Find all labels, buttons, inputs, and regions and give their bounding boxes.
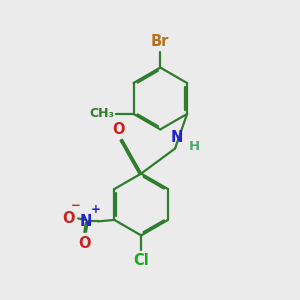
Text: Br: Br xyxy=(151,34,169,49)
Text: O: O xyxy=(112,122,125,137)
Text: CH₃: CH₃ xyxy=(89,107,114,120)
Text: H: H xyxy=(189,140,200,153)
Text: O: O xyxy=(62,211,75,226)
Text: Cl: Cl xyxy=(133,253,149,268)
Text: O: O xyxy=(78,236,91,250)
Text: −: − xyxy=(70,199,80,212)
Text: +: + xyxy=(91,203,101,216)
Text: N: N xyxy=(170,130,183,145)
Text: N: N xyxy=(80,214,92,229)
